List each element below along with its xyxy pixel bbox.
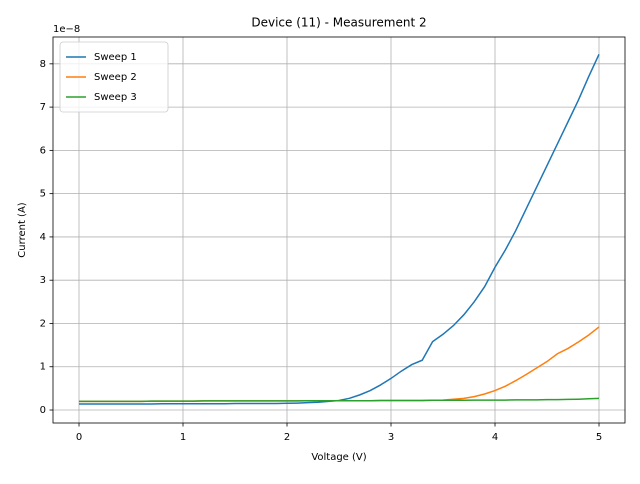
y-tick-label: 7 xyxy=(40,102,46,113)
y-tick-label: 0 xyxy=(40,405,46,416)
y-offset-label: 1e−8 xyxy=(53,24,80,35)
chart-title: Device (11) - Measurement 2 xyxy=(251,16,426,30)
x-tick-label: 0 xyxy=(76,432,82,443)
legend-label: Sweep 3 xyxy=(94,92,137,103)
legend-label: Sweep 1 xyxy=(94,52,137,63)
data-line xyxy=(79,397,600,403)
x-tick-label: 2 xyxy=(284,432,290,443)
y-tick-label: 1 xyxy=(40,362,46,373)
y-tick-label: 5 xyxy=(40,189,46,200)
x-tick-label: 4 xyxy=(492,432,498,443)
x-axis-label: Voltage (V) xyxy=(311,452,366,463)
legend-box xyxy=(59,41,169,113)
x-tick-label: 3 xyxy=(388,432,394,443)
y-tick-label: 6 xyxy=(40,145,46,156)
y-tick-label: 2 xyxy=(40,318,46,329)
y-tick-label: 3 xyxy=(40,275,46,286)
y-tick-label: 4 xyxy=(40,232,46,243)
legend-label: Sweep 2 xyxy=(94,72,137,83)
plot-frame xyxy=(52,36,626,424)
x-tick-label: 5 xyxy=(596,432,602,443)
x-tick-label: 1 xyxy=(180,432,186,443)
y-tick-label: 8 xyxy=(40,59,46,70)
y-axis-label: Current (A) xyxy=(17,202,28,257)
